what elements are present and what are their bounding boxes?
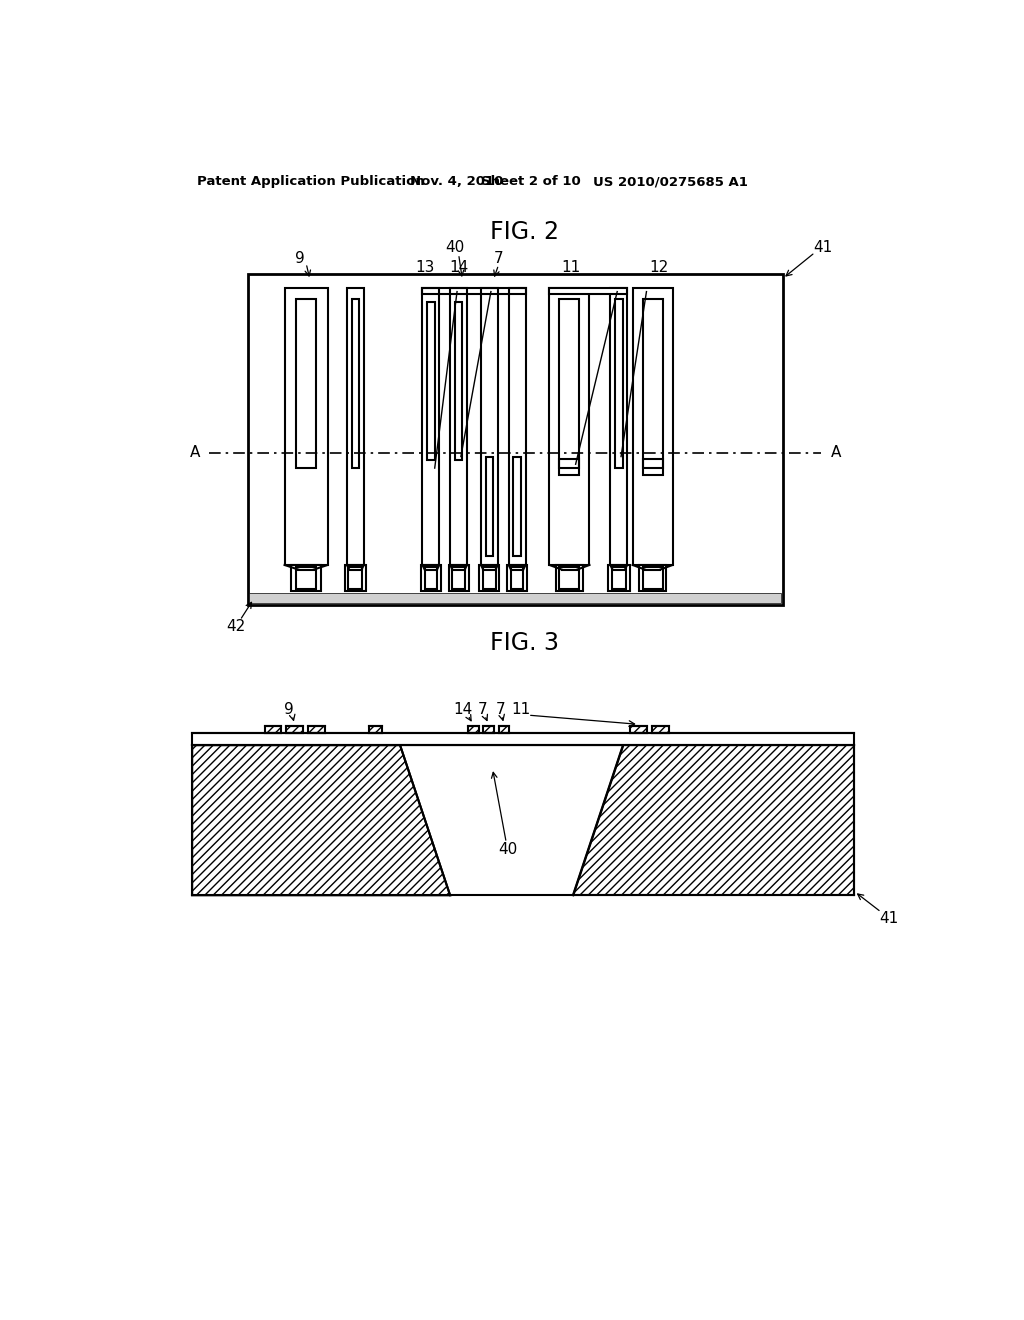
Bar	[513, 457, 521, 556]
Bar	[499, 726, 509, 733]
Bar	[351, 300, 359, 469]
Bar	[249, 593, 781, 603]
Bar	[451, 288, 467, 565]
Bar	[481, 288, 498, 565]
Bar	[347, 288, 364, 565]
Bar	[479, 565, 500, 591]
Text: 7: 7	[494, 251, 504, 267]
Bar	[422, 288, 439, 565]
Bar	[422, 288, 525, 294]
Text: 40: 40	[445, 240, 464, 255]
Bar	[425, 568, 437, 589]
Text: 41: 41	[880, 911, 899, 925]
Bar	[559, 459, 580, 475]
Text: FIG. 3: FIG. 3	[490, 631, 559, 656]
Bar	[611, 568, 626, 589]
Text: 13: 13	[415, 260, 434, 276]
Text: 40: 40	[499, 842, 517, 857]
Bar	[559, 568, 580, 589]
Text: US 2010/0275685 A1: US 2010/0275685 A1	[593, 176, 748, 187]
Bar	[285, 288, 328, 565]
Text: 14: 14	[449, 260, 468, 276]
Bar	[507, 565, 527, 591]
Bar	[286, 726, 303, 733]
Text: 11: 11	[511, 702, 530, 717]
Bar	[633, 288, 673, 565]
Text: 14: 14	[454, 702, 473, 717]
Bar	[643, 568, 663, 589]
Bar	[639, 565, 667, 591]
Bar	[296, 568, 316, 589]
Bar	[427, 302, 435, 459]
Bar	[631, 726, 647, 733]
Bar	[483, 726, 494, 733]
Bar	[248, 275, 782, 605]
Bar	[308, 726, 326, 733]
Bar	[193, 733, 854, 744]
Text: 12: 12	[649, 260, 669, 276]
Bar	[511, 568, 523, 589]
Text: FIG. 2: FIG. 2	[490, 219, 559, 244]
Text: 9: 9	[295, 251, 305, 267]
Text: 11: 11	[561, 260, 581, 276]
Bar	[652, 726, 669, 733]
Bar	[483, 568, 496, 589]
Bar	[509, 288, 525, 565]
Bar	[556, 565, 584, 591]
Bar	[455, 302, 463, 459]
Text: A: A	[830, 445, 841, 461]
Bar	[485, 457, 494, 556]
Bar	[453, 568, 465, 589]
Bar	[610, 288, 628, 565]
Text: 9: 9	[284, 702, 293, 717]
Bar	[643, 300, 663, 469]
Bar	[468, 726, 478, 733]
Bar	[614, 300, 623, 469]
Bar	[292, 565, 321, 591]
Text: Nov. 4, 2010: Nov. 4, 2010	[410, 176, 504, 187]
Text: 7: 7	[477, 702, 487, 717]
Text: A: A	[189, 445, 200, 461]
Bar	[348, 568, 362, 589]
Bar	[296, 300, 316, 469]
Bar	[559, 300, 580, 469]
Text: 41: 41	[813, 240, 833, 255]
Text: 7: 7	[496, 702, 505, 717]
Bar	[449, 565, 469, 591]
Text: Patent Application Publication: Patent Application Publication	[197, 176, 425, 187]
Bar	[550, 288, 590, 565]
Bar	[550, 288, 628, 294]
Bar	[608, 565, 630, 591]
Text: Sheet 2 of 10: Sheet 2 of 10	[481, 176, 581, 187]
Bar	[643, 459, 663, 475]
Bar	[370, 726, 382, 733]
Text: 42: 42	[226, 619, 246, 634]
Bar	[264, 726, 282, 733]
Bar	[421, 565, 441, 591]
Bar	[345, 565, 367, 591]
